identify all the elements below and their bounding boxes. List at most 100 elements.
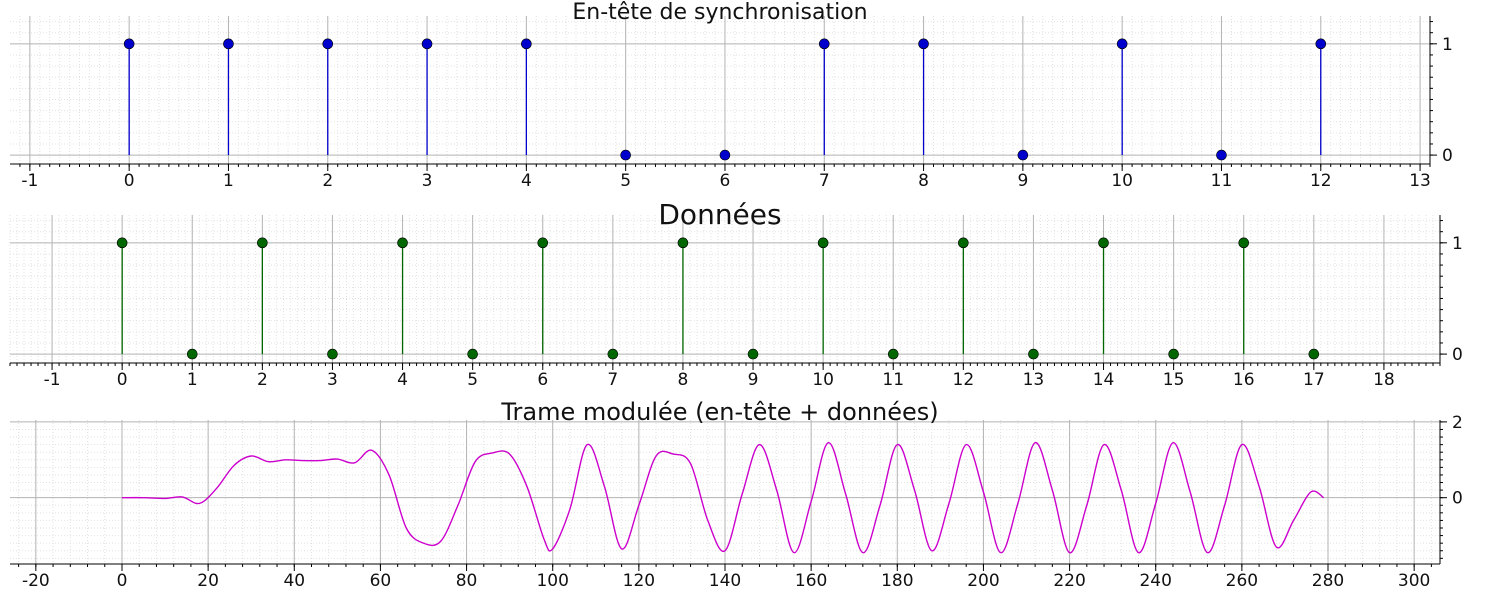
stem-marker bbox=[521, 38, 532, 50]
stem-marker bbox=[1238, 237, 1250, 249]
x-tick-label: 100 bbox=[536, 571, 568, 591]
x-tick-label: 4 bbox=[397, 370, 408, 390]
series bbox=[121, 442, 1325, 554]
x-tick-label: 280 bbox=[1312, 571, 1344, 591]
y-tick-label: 0 bbox=[1452, 489, 1463, 509]
axes: -20 0 20 40 60 80 100 120 140 160 180 200 220 240 260 2… bbox=[10, 413, 1463, 591]
x-tick-label: 14 bbox=[1093, 370, 1115, 390]
x-tick-label: 9 bbox=[748, 370, 759, 390]
x-tick-label: 6 bbox=[537, 370, 548, 390]
x-tick-label: 16 bbox=[1233, 370, 1255, 390]
x-tick-label: 3 bbox=[422, 171, 433, 191]
x-tick-label: 17 bbox=[1303, 370, 1325, 390]
x-tick-label: 160 bbox=[795, 571, 827, 591]
x-tick-label: 60 bbox=[370, 571, 392, 591]
stem-marker bbox=[421, 38, 433, 50]
stem-marker bbox=[322, 38, 334, 50]
chart-title: En-tête de synchronisation bbox=[572, 0, 867, 25]
chart-title: Données bbox=[658, 198, 781, 231]
x-tick-label: 11 bbox=[882, 370, 904, 390]
chart-frame-panel: Trame modulée (en-tête + données) -20 0 20… bbox=[10, 398, 1463, 591]
stem-marker bbox=[747, 348, 759, 360]
stem-marker bbox=[397, 237, 408, 249]
y-tick-label: 2 bbox=[1452, 413, 1463, 433]
x-tick-label: 20 bbox=[197, 571, 219, 591]
stem-marker bbox=[1168, 348, 1179, 360]
stem-marker bbox=[719, 149, 731, 161]
x-tick-label: 9 bbox=[1017, 171, 1028, 191]
grid bbox=[10, 16, 1431, 164]
x-tick-label: 5 bbox=[620, 171, 631, 191]
x-tick-label: 2 bbox=[257, 370, 268, 390]
x-tick-label: 6 bbox=[720, 171, 731, 191]
x-tick-label: 2 bbox=[322, 171, 333, 191]
x-tick-label: 180 bbox=[881, 571, 913, 591]
stem-marker bbox=[887, 348, 899, 360]
x-tick-label: 120 bbox=[623, 571, 655, 591]
x-tick-label: 7 bbox=[607, 370, 618, 390]
stem-marker bbox=[1308, 348, 1320, 360]
x-tick-label: 0 bbox=[124, 171, 135, 191]
stem-marker bbox=[467, 348, 478, 360]
stem-marker bbox=[817, 237, 829, 249]
x-tick-label: 0 bbox=[117, 571, 128, 591]
x-tick-label: 13 bbox=[1023, 370, 1045, 390]
x-tick-label: 8 bbox=[918, 171, 929, 191]
x-tick-label: 3 bbox=[327, 370, 338, 390]
x-tick-label: 10 bbox=[1111, 171, 1133, 191]
stem-marker bbox=[620, 149, 631, 161]
stem-marker bbox=[123, 38, 135, 50]
stem-marker bbox=[1315, 38, 1327, 50]
x-tick-label: 140 bbox=[709, 571, 741, 591]
x-tick-label: 220 bbox=[1053, 571, 1085, 591]
x-tick-label: 300 bbox=[1398, 571, 1430, 591]
y-tick-label: 0 bbox=[1452, 345, 1463, 365]
x-tick-label: 18 bbox=[1373, 370, 1395, 390]
stem-marker bbox=[537, 237, 549, 249]
stem-marker bbox=[1028, 348, 1039, 360]
x-tick-label: 80 bbox=[456, 571, 478, 591]
x-tick-label: 240 bbox=[1139, 571, 1171, 591]
stem-marker bbox=[327, 348, 338, 360]
grid bbox=[10, 420, 1440, 564]
x-tick-label: 1 bbox=[223, 171, 234, 191]
x-tick-label: 12 bbox=[953, 370, 975, 390]
x-tick-label: 40 bbox=[283, 571, 305, 591]
stem-marker bbox=[1216, 149, 1227, 161]
x-tick-label: 13 bbox=[1409, 171, 1431, 191]
x-tick-label: -20 bbox=[22, 571, 50, 591]
stem-marker bbox=[223, 38, 234, 50]
x-tick-label: -1 bbox=[44, 370, 61, 390]
x-tick-label: 5 bbox=[467, 370, 478, 390]
x-tick-label: -1 bbox=[21, 171, 38, 191]
chart-header-panel: En-tête de synchronisation -1 0 1 2 3 4 5 6 7 8 9 1… bbox=[10, 0, 1453, 191]
stem-marker bbox=[186, 348, 198, 360]
y-tick-label: 0 bbox=[1442, 146, 1453, 166]
stem-marker bbox=[257, 237, 268, 249]
x-tick-label: 1 bbox=[187, 370, 198, 390]
x-tick-label: 8 bbox=[678, 370, 689, 390]
stem-marker bbox=[1098, 237, 1109, 249]
x-tick-label: 260 bbox=[1226, 571, 1258, 591]
stem-marker bbox=[958, 237, 969, 249]
x-tick-label: 0 bbox=[117, 370, 128, 390]
y-tick-label: 1 bbox=[1442, 35, 1453, 55]
stem-marker bbox=[677, 237, 689, 249]
series bbox=[123, 38, 1327, 161]
stem-marker bbox=[1116, 38, 1128, 50]
chart-title: Trame modulée (en-tête + données) bbox=[500, 398, 938, 426]
stem-marker bbox=[607, 348, 619, 360]
stem-marker bbox=[818, 38, 830, 50]
x-tick-label: 7 bbox=[819, 171, 830, 191]
x-tick-label: 10 bbox=[812, 370, 834, 390]
x-tick-label: 12 bbox=[1310, 171, 1332, 191]
stem-marker bbox=[1017, 149, 1029, 161]
stem-marker bbox=[116, 237, 128, 249]
series bbox=[116, 237, 1320, 360]
x-tick-label: 200 bbox=[967, 571, 999, 591]
